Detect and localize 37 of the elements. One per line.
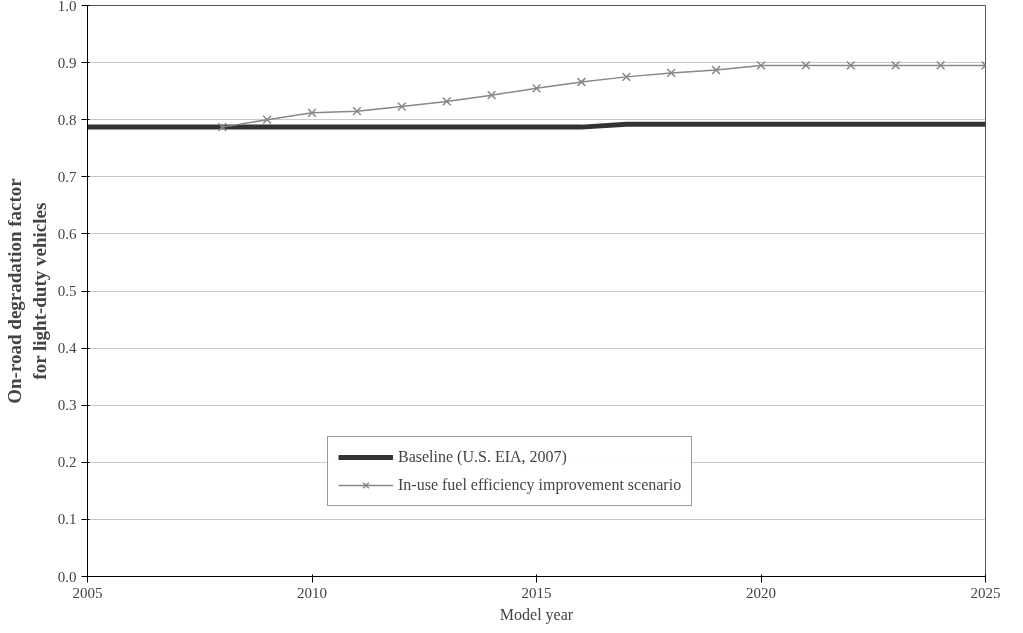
y-tick-label: 0.0 — [57, 568, 77, 585]
y-tick-label: 0.5 — [57, 283, 77, 299]
y-tick-label: 0.9 — [57, 54, 77, 71]
point — [711, 65, 721, 75]
point — [666, 68, 676, 78]
y-tick-label: 0.7 — [57, 168, 77, 185]
x-tick-label: 2015 — [521, 584, 552, 601]
point — [486, 90, 497, 100]
point — [352, 106, 362, 116]
point — [621, 72, 631, 82]
legend-label: Baseline (U.S. EIA, 2007) — [398, 448, 567, 466]
point — [935, 60, 946, 71]
point — [442, 96, 452, 107]
point — [307, 108, 317, 118]
x-tick-label: 2010 — [297, 584, 327, 601]
y-tick-label: 0.4 — [57, 340, 77, 357]
y-tick-label: 0.8 — [57, 111, 77, 128]
point — [576, 77, 587, 87]
x-tick-label: 2025 — [970, 584, 1001, 601]
legend-label: In-use fuel efficiency improvement scenario — [398, 476, 682, 494]
point — [756, 60, 766, 71]
y-tick-label: 1.0 — [57, 0, 77, 14]
y-tick-label: 0.6 — [57, 225, 77, 242]
x-axis-title: Model year — [499, 605, 574, 624]
x-tick-label: 2020 — [746, 584, 776, 601]
point — [397, 101, 407, 112]
x-tick-label: 2005 — [72, 584, 103, 601]
point — [217, 122, 227, 132]
point — [531, 83, 542, 93]
point — [262, 115, 272, 125]
point — [846, 60, 856, 71]
point — [801, 60, 811, 71]
y-tick-label: 0.3 — [57, 397, 77, 414]
y-axis-title: On-road degradation factor for light-duty vehicles — [3, 177, 50, 404]
point — [891, 60, 901, 71]
y-tick-label: 0.1 — [57, 511, 77, 528]
y-tick-label: 0.2 — [57, 454, 77, 471]
